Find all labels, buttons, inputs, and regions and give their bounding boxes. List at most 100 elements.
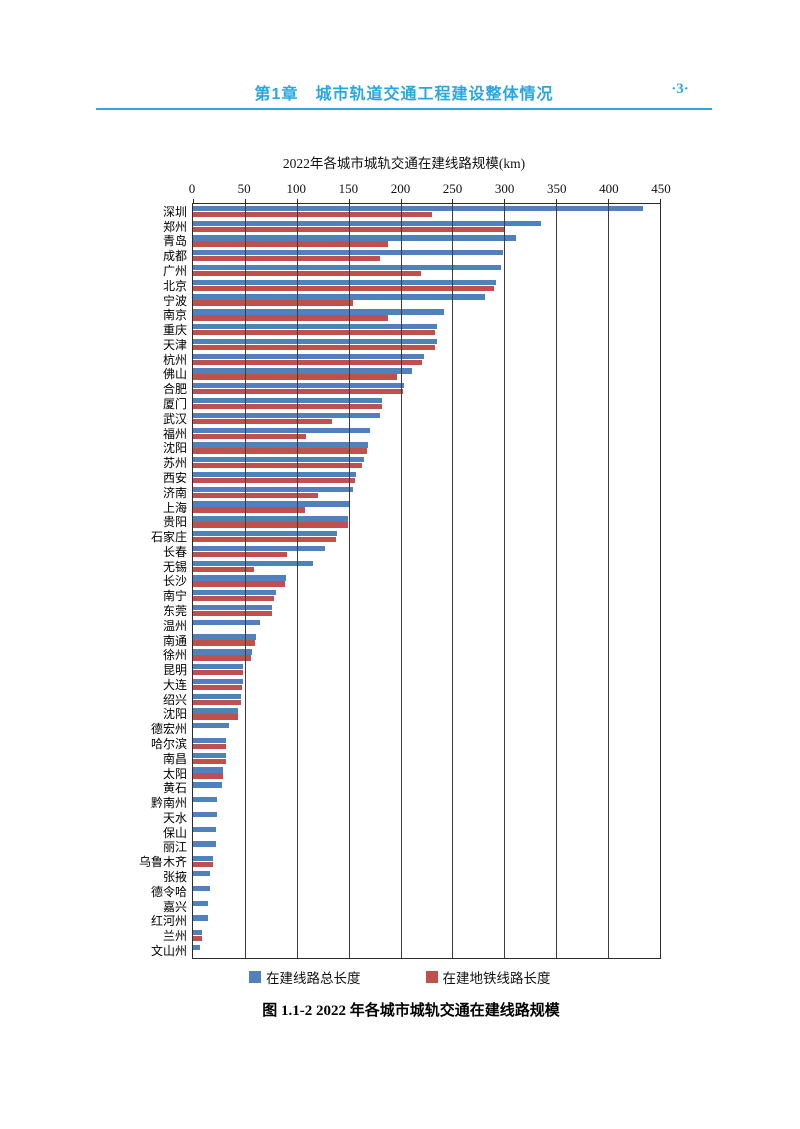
chart-row: 文山州: [151, 943, 660, 958]
x-tick-mark: [452, 199, 454, 204]
bar-metro-length: [193, 270, 422, 277]
bar-metro-length: [193, 566, 255, 572]
chart-row: 北京: [163, 278, 660, 293]
bar-metro-length: [193, 581, 286, 587]
chart-row: 哈尔滨: [151, 736, 660, 751]
category-label: 红河州: [150, 914, 187, 929]
bar-metro-length: [193, 211, 432, 218]
bar-total-length: [193, 811, 217, 818]
chart-row: 大连: [163, 677, 660, 692]
bar-total-length: [193, 457, 365, 463]
bar-metro-length: [193, 743, 227, 750]
x-tick-mark: [556, 199, 558, 204]
chart-rows: 深圳 郑州 青岛 成都 广州 北京 宁波 南京 重庆 天津 杭州 佛山 合肥 厦门 武汉 福州 沈阳 苏州 西安 济南…: [139, 204, 660, 958]
bar-metro-length: [193, 507, 306, 513]
chart-row: 西安: [163, 470, 660, 485]
bar-total-length: [193, 545, 325, 552]
chart-row: 张掖: [163, 869, 660, 884]
bar-total-length: [193, 412, 380, 419]
bar-metro-length: [193, 477, 355, 484]
category-label: 重庆: [162, 323, 187, 338]
plot-area: 深圳 郑州 青岛 成都 广州 北京 宁波 南京 重庆 天津 杭州 佛山 合肥 厦门 武汉 福州 沈阳 苏州 西安 济南…: [139, 199, 661, 959]
chart-row: 昆明: [163, 662, 660, 677]
chart-row: 沈阳: [163, 441, 660, 455]
category-label: 济南: [162, 485, 187, 500]
chart-row: 青岛: [163, 234, 660, 248]
chart-row: 深圳: [163, 204, 660, 219]
chart-row: 丽江: [163, 840, 660, 854]
chart-row: 重庆: [163, 322, 660, 337]
category-label: 郑州: [162, 219, 187, 234]
bar-metro-length: [193, 389, 403, 395]
bar-total-length: [193, 442, 369, 448]
bar-total-length: [193, 826, 216, 832]
x-tick-label: 250: [442, 181, 463, 196]
chart-row: 天津: [163, 337, 660, 352]
category-label: 兰州: [162, 929, 187, 944]
category-label: 上海: [162, 500, 187, 515]
category-label: 西安: [162, 470, 187, 485]
bar-total-length: [193, 279, 497, 285]
x-tick-label: 0: [188, 181, 196, 196]
bar-total-length: [193, 560, 314, 566]
legend-swatch: [425, 971, 438, 983]
chart-row: 福州: [163, 426, 660, 441]
x-tick-label: 350: [547, 181, 567, 196]
category-label: 武汉: [162, 411, 187, 426]
bar-total-length: [193, 900, 208, 906]
bar-total-length: [193, 235, 516, 241]
category-label: 南通: [162, 633, 187, 648]
chart-row: 红河州: [151, 914, 660, 928]
chart-row: 宁波: [163, 293, 660, 308]
legend-label: 在建线路总长度: [266, 971, 361, 986]
x-tick-mark: [608, 199, 610, 204]
bar-total-length: [193, 693, 241, 699]
bar-total-length: [193, 575, 287, 581]
legend-label: 在建地铁线路长度: [442, 971, 551, 986]
x-tick-mark: [193, 199, 194, 204]
chart-row: 南京: [163, 307, 660, 322]
gridline: [504, 204, 506, 958]
bar-metro-length: [193, 862, 213, 868]
bar-total-length: [193, 294, 485, 300]
bar-total-length: [193, 767, 224, 773]
bar-total-length: [193, 205, 644, 212]
category-label: 德令哈: [150, 884, 187, 899]
chart-row: 合肥: [163, 381, 660, 396]
chart-row: 无锡: [163, 559, 660, 574]
category-label: 贵阳: [162, 515, 187, 530]
chart-row: 苏州: [163, 455, 660, 470]
bar-total-length: [193, 486, 353, 492]
chart-row: 南宁: [163, 588, 660, 603]
bar-total-length: [193, 250, 504, 256]
x-tick-mark: [244, 199, 246, 204]
chart-row: 天水: [163, 810, 660, 825]
category-label: 乌鲁木齐: [138, 855, 187, 870]
gridline: [556, 204, 558, 958]
category-label: 张掖: [162, 870, 187, 885]
category-label: 文山州: [150, 943, 187, 958]
bar-total-length: [193, 397, 382, 404]
category-label: 黔南州: [150, 796, 187, 811]
bar-metro-length: [193, 492, 318, 498]
category-label: 绍兴: [162, 692, 187, 707]
bar-metro-length: [193, 463, 363, 469]
gridline: [608, 204, 610, 958]
bar-metro-length: [193, 684, 242, 691]
category-label: 苏州: [162, 456, 187, 471]
category-label: 天水: [162, 810, 187, 825]
category-label: 无锡: [162, 559, 187, 574]
bar-metro-length: [193, 403, 382, 410]
bar-metro-length: [193, 596, 274, 602]
legend: 在建线路总长度 在建地铁线路长度: [192, 967, 661, 987]
bar-total-length: [193, 664, 243, 670]
chart-row: 徐州: [163, 647, 660, 662]
bar-total-length: [193, 383, 404, 389]
category-label: 昆明: [162, 663, 187, 678]
bar-total-length: [193, 471, 356, 478]
category-label: 成都: [162, 249, 187, 264]
category-label: 丽江: [162, 840, 187, 855]
bar-total-length: [193, 353, 425, 359]
chart-row: 南昌: [163, 751, 660, 766]
